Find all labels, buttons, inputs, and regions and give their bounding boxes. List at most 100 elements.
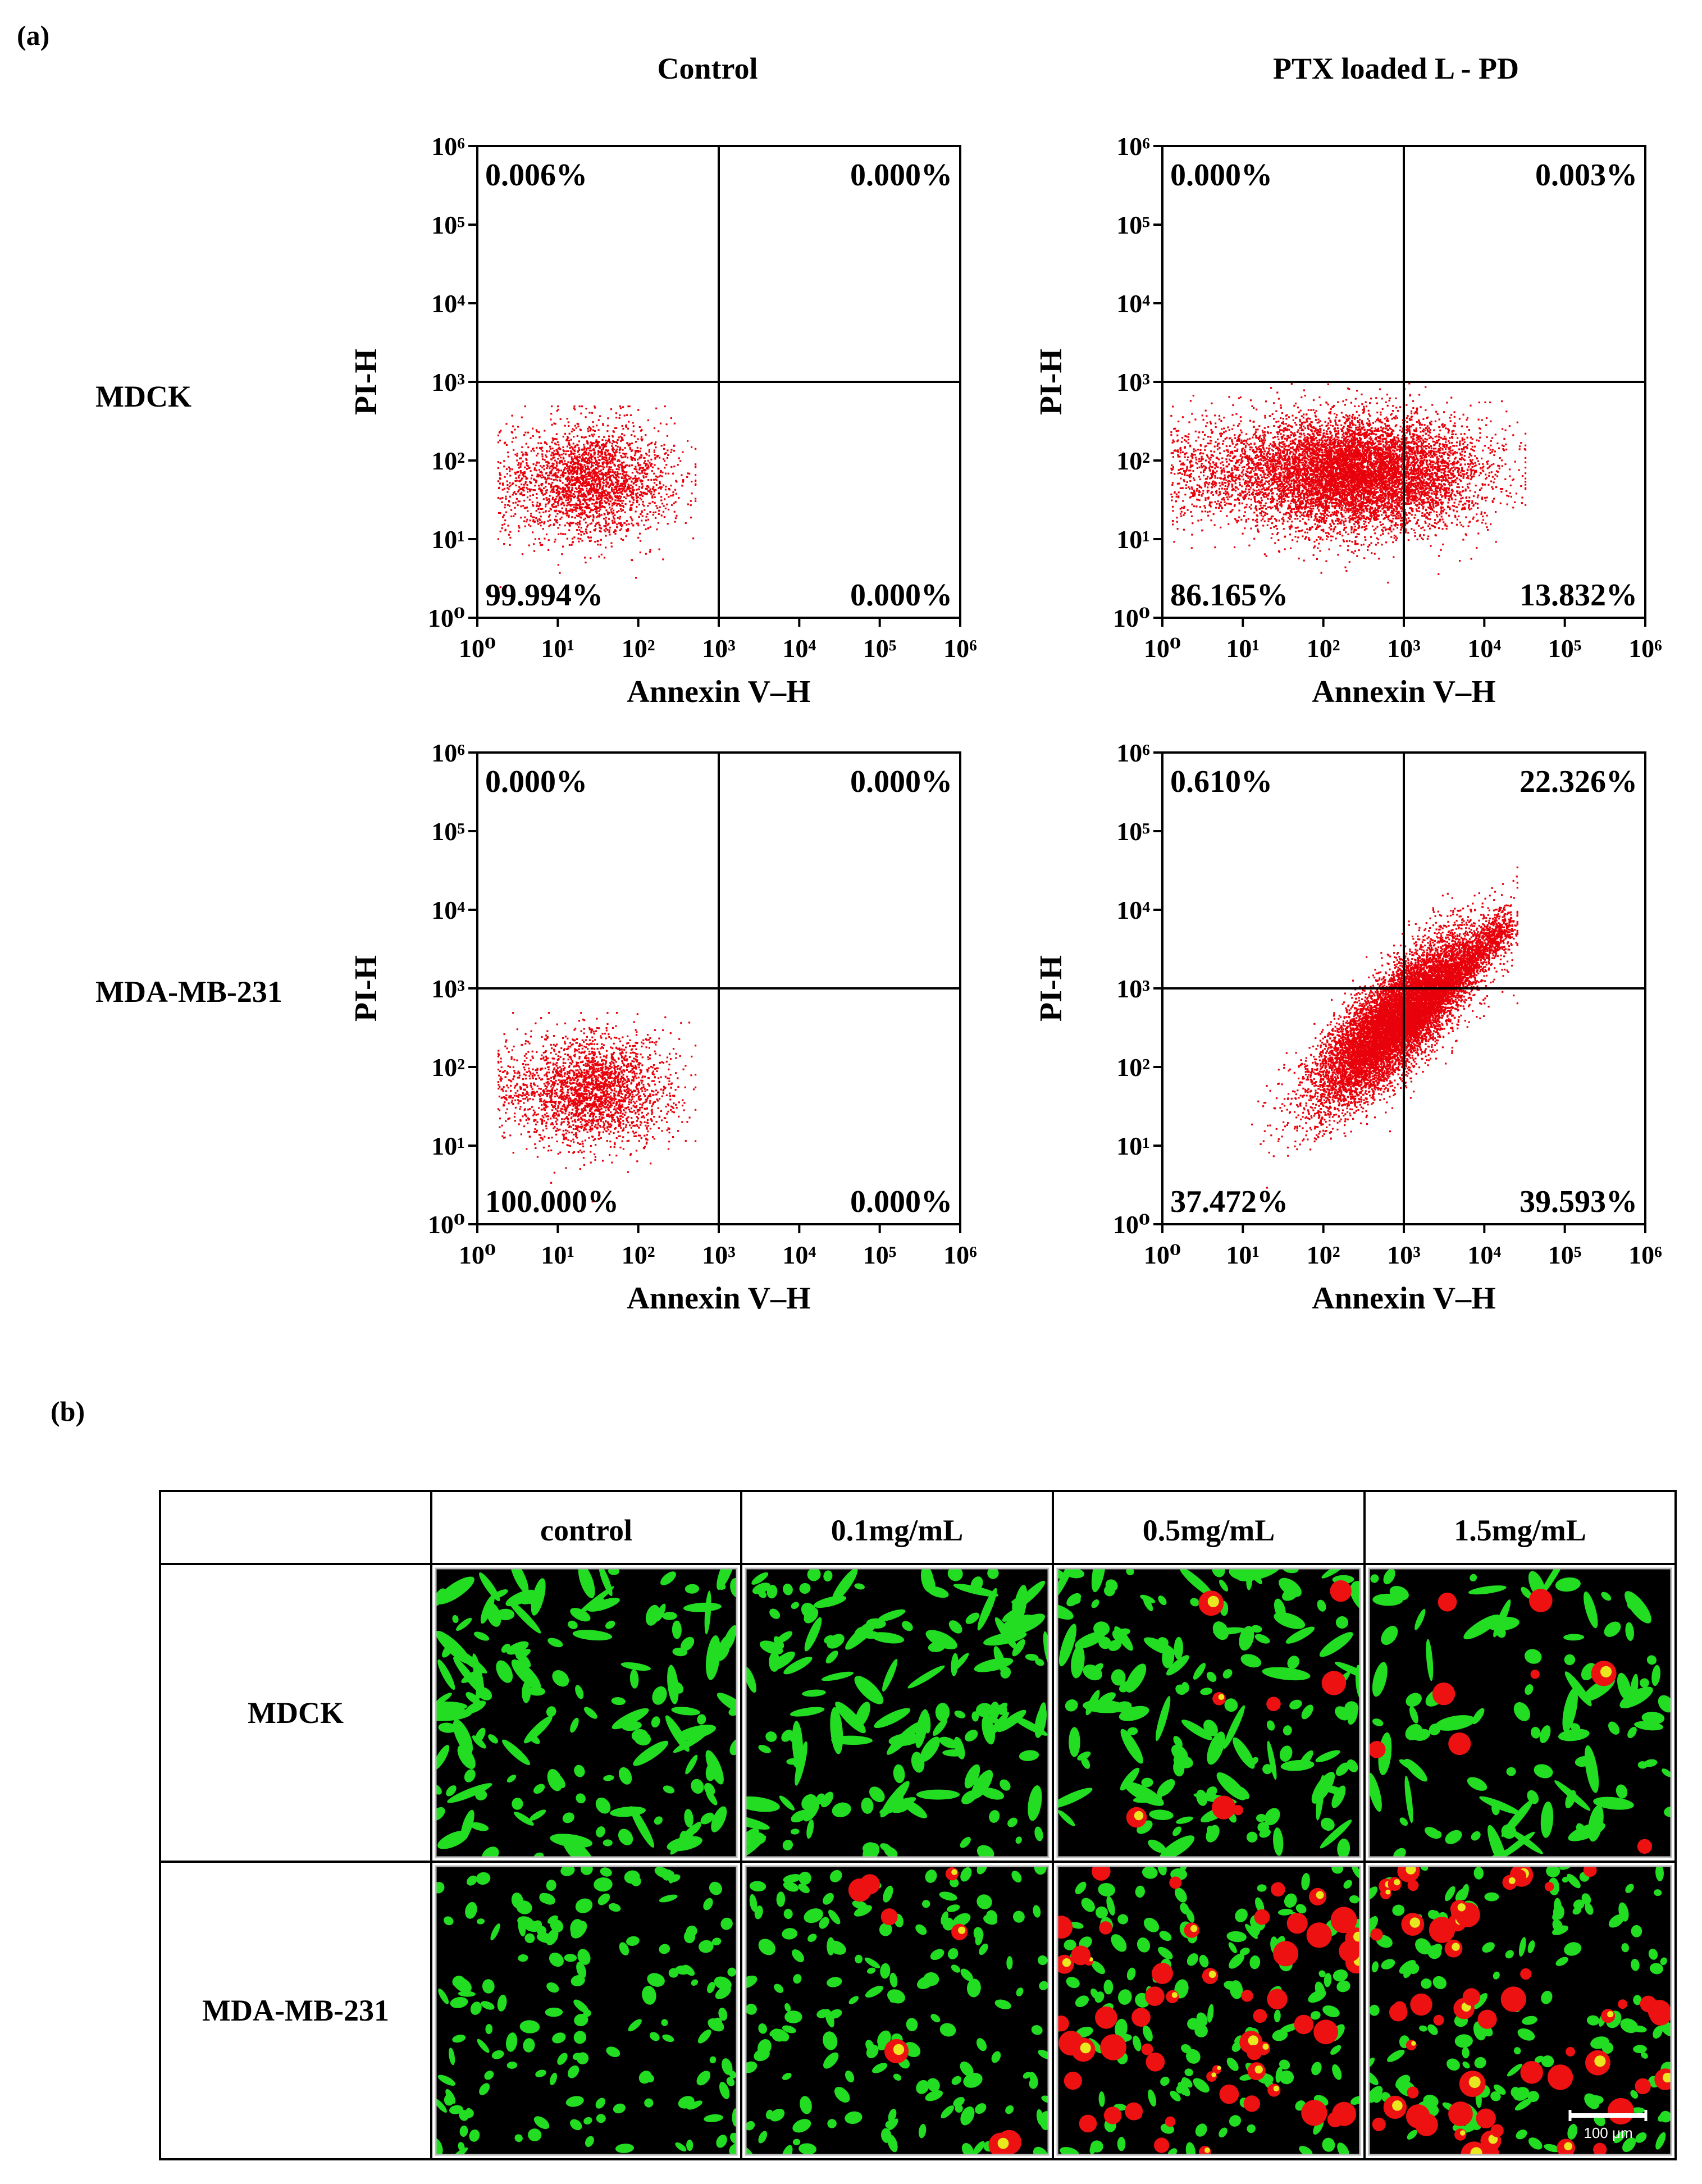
event-point — [598, 513, 600, 516]
event-point — [646, 467, 649, 469]
event-point — [1390, 512, 1392, 514]
event-point — [549, 471, 551, 473]
event-point — [647, 444, 649, 446]
event-point — [676, 481, 678, 483]
event-point — [537, 523, 540, 525]
event-point — [1388, 447, 1390, 449]
event-point — [545, 456, 547, 458]
event-point — [1289, 502, 1292, 505]
event-point — [571, 487, 573, 489]
event-point — [651, 501, 654, 503]
event-point — [557, 527, 559, 529]
event-point — [610, 466, 613, 468]
event-point — [553, 463, 555, 465]
event-point — [619, 498, 622, 500]
event-point — [589, 427, 591, 429]
event-point — [1289, 526, 1292, 528]
event-point — [531, 516, 533, 518]
event-point — [1318, 451, 1321, 453]
event-point — [532, 504, 534, 506]
event-point — [1356, 494, 1358, 496]
event-point — [518, 530, 520, 532]
event-point — [609, 491, 611, 494]
event-point — [633, 458, 636, 460]
event-point — [595, 510, 597, 513]
event-point — [539, 475, 541, 477]
event-point — [626, 523, 628, 526]
event-point — [1280, 417, 1282, 419]
event-point — [1253, 537, 1256, 540]
event-point — [618, 449, 620, 451]
event-point — [579, 505, 581, 508]
event-point — [505, 511, 508, 513]
event-point — [625, 535, 627, 537]
event-point — [1340, 424, 1343, 426]
event-point — [595, 488, 597, 490]
event-point — [642, 503, 644, 505]
event-point — [668, 496, 670, 498]
event-point — [1239, 455, 1242, 457]
event-point — [1472, 449, 1474, 451]
event-point — [613, 501, 615, 504]
event-point — [546, 499, 549, 501]
event-point — [1335, 422, 1337, 425]
event-point — [590, 490, 592, 493]
event-point — [1385, 425, 1387, 427]
event-point — [605, 457, 607, 459]
event-point — [608, 503, 610, 505]
event-point — [617, 503, 619, 505]
event-point — [596, 441, 598, 444]
event-point — [653, 449, 655, 452]
event-point — [505, 444, 508, 446]
event-point — [550, 470, 553, 472]
event-point — [1386, 480, 1389, 483]
event-point — [628, 478, 631, 480]
event-point — [497, 467, 499, 469]
event-point — [526, 452, 528, 454]
event-point — [591, 480, 593, 482]
event-point — [663, 448, 665, 450]
event-point — [1478, 440, 1480, 442]
event-point — [511, 414, 513, 417]
event-point — [547, 501, 550, 504]
event-point — [651, 470, 653, 472]
y-tick-label: 10⁴ — [431, 289, 465, 318]
event-point — [567, 435, 569, 438]
event-point — [1474, 455, 1476, 457]
event-point — [1434, 454, 1436, 457]
event-point — [618, 452, 620, 454]
event-point — [647, 527, 649, 530]
event-point — [555, 464, 558, 467]
event-point — [1189, 487, 1191, 490]
event-point — [596, 508, 598, 510]
event-point — [556, 489, 559, 491]
event-point — [1390, 477, 1392, 480]
event-point — [580, 478, 582, 480]
event-point — [661, 503, 664, 505]
event-point — [518, 527, 521, 529]
event-point — [1252, 467, 1254, 469]
event-point — [609, 475, 611, 478]
event-point — [1277, 450, 1280, 452]
event-point — [587, 468, 590, 470]
event-point — [682, 481, 685, 483]
event-point — [568, 516, 570, 518]
event-point — [654, 482, 656, 484]
event-point — [604, 497, 606, 499]
event-point — [1462, 507, 1464, 509]
event-point — [632, 486, 634, 489]
event-point — [1315, 516, 1317, 518]
event-point — [551, 498, 554, 500]
event-point — [624, 476, 626, 478]
event-point — [619, 446, 621, 449]
event-point — [619, 414, 621, 416]
event-point — [577, 481, 579, 484]
event-point — [602, 463, 604, 465]
event-point — [575, 510, 577, 512]
event-point — [568, 529, 571, 531]
event-point — [628, 523, 630, 526]
event-point — [1343, 540, 1345, 542]
event-point — [647, 490, 649, 492]
event-point — [663, 516, 665, 518]
event-point — [1420, 527, 1422, 530]
